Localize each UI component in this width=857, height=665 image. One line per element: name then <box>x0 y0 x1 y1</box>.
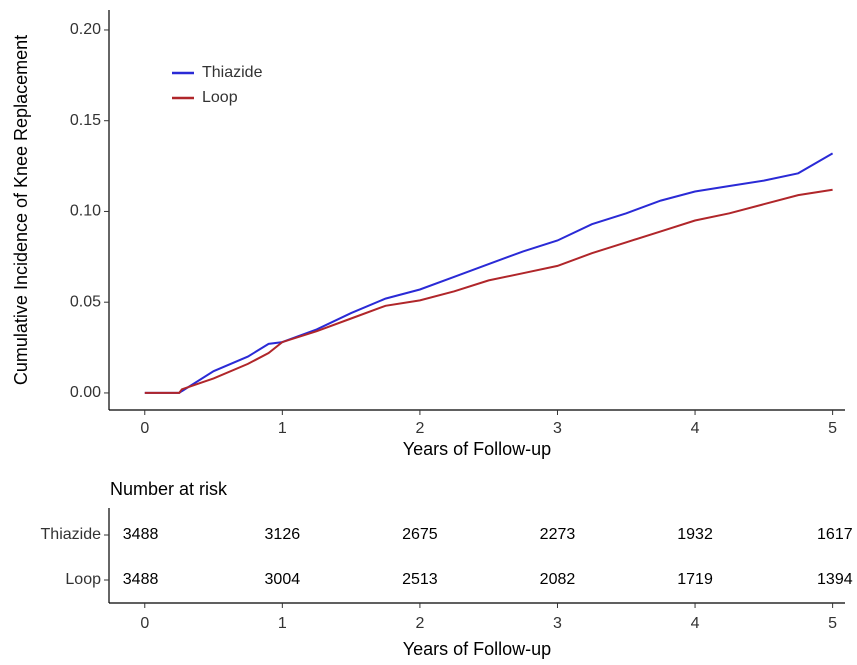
y-tick-label: 0.20 <box>70 21 101 38</box>
x-tick-label: 0 <box>140 615 149 632</box>
row-label: Loop <box>65 571 101 588</box>
x-tick-label: 5 <box>828 615 837 632</box>
x-tick-label: 0 <box>140 420 149 437</box>
risk-count: 3488 <box>123 526 159 543</box>
x-tick-label: 5 <box>828 420 837 437</box>
y-axis-label: Cumulative Incidence of Knee Replacement <box>11 35 31 385</box>
risk-count: 3488 <box>123 571 159 588</box>
legend-label: Thiazide <box>202 64 263 81</box>
x-tick-label: 4 <box>691 420 700 437</box>
x-tick-label: 3 <box>553 615 562 632</box>
x-axis-label: Years of Follow-up <box>403 639 551 659</box>
x-tick-label: 2 <box>415 420 424 437</box>
x-tick-label: 1 <box>278 615 287 632</box>
row-label: Thiazide <box>41 526 102 543</box>
x-tick-label: 4 <box>691 615 700 632</box>
risk-count: 1932 <box>677 526 713 543</box>
y-tick-label: 0.15 <box>70 112 101 129</box>
risk-count: 1394 <box>817 571 853 588</box>
line-series <box>144 188 833 394</box>
y-tick-label: 0.05 <box>70 293 101 310</box>
y-tick-label: 0.10 <box>70 203 101 220</box>
x-axis-label: Years of Follow-up <box>403 439 551 459</box>
legend-label: Loop <box>202 89 238 106</box>
x-tick-label: 3 <box>553 420 562 437</box>
table-title: Number at risk <box>110 479 228 499</box>
x-tick-label: 1 <box>278 420 287 437</box>
risk-count: 2513 <box>402 571 438 588</box>
risk-count: 1617 <box>817 526 853 543</box>
risk-count: 1719 <box>677 571 713 588</box>
risk-count: 2082 <box>540 571 576 588</box>
risk-count: 3004 <box>265 571 301 588</box>
y-tick-label: 0.00 <box>70 384 101 401</box>
x-tick-label: 2 <box>415 615 424 632</box>
risk-count: 2675 <box>402 526 438 543</box>
line-series <box>144 152 834 394</box>
risk-count: 3126 <box>265 526 301 543</box>
risk-count: 2273 <box>540 526 576 543</box>
